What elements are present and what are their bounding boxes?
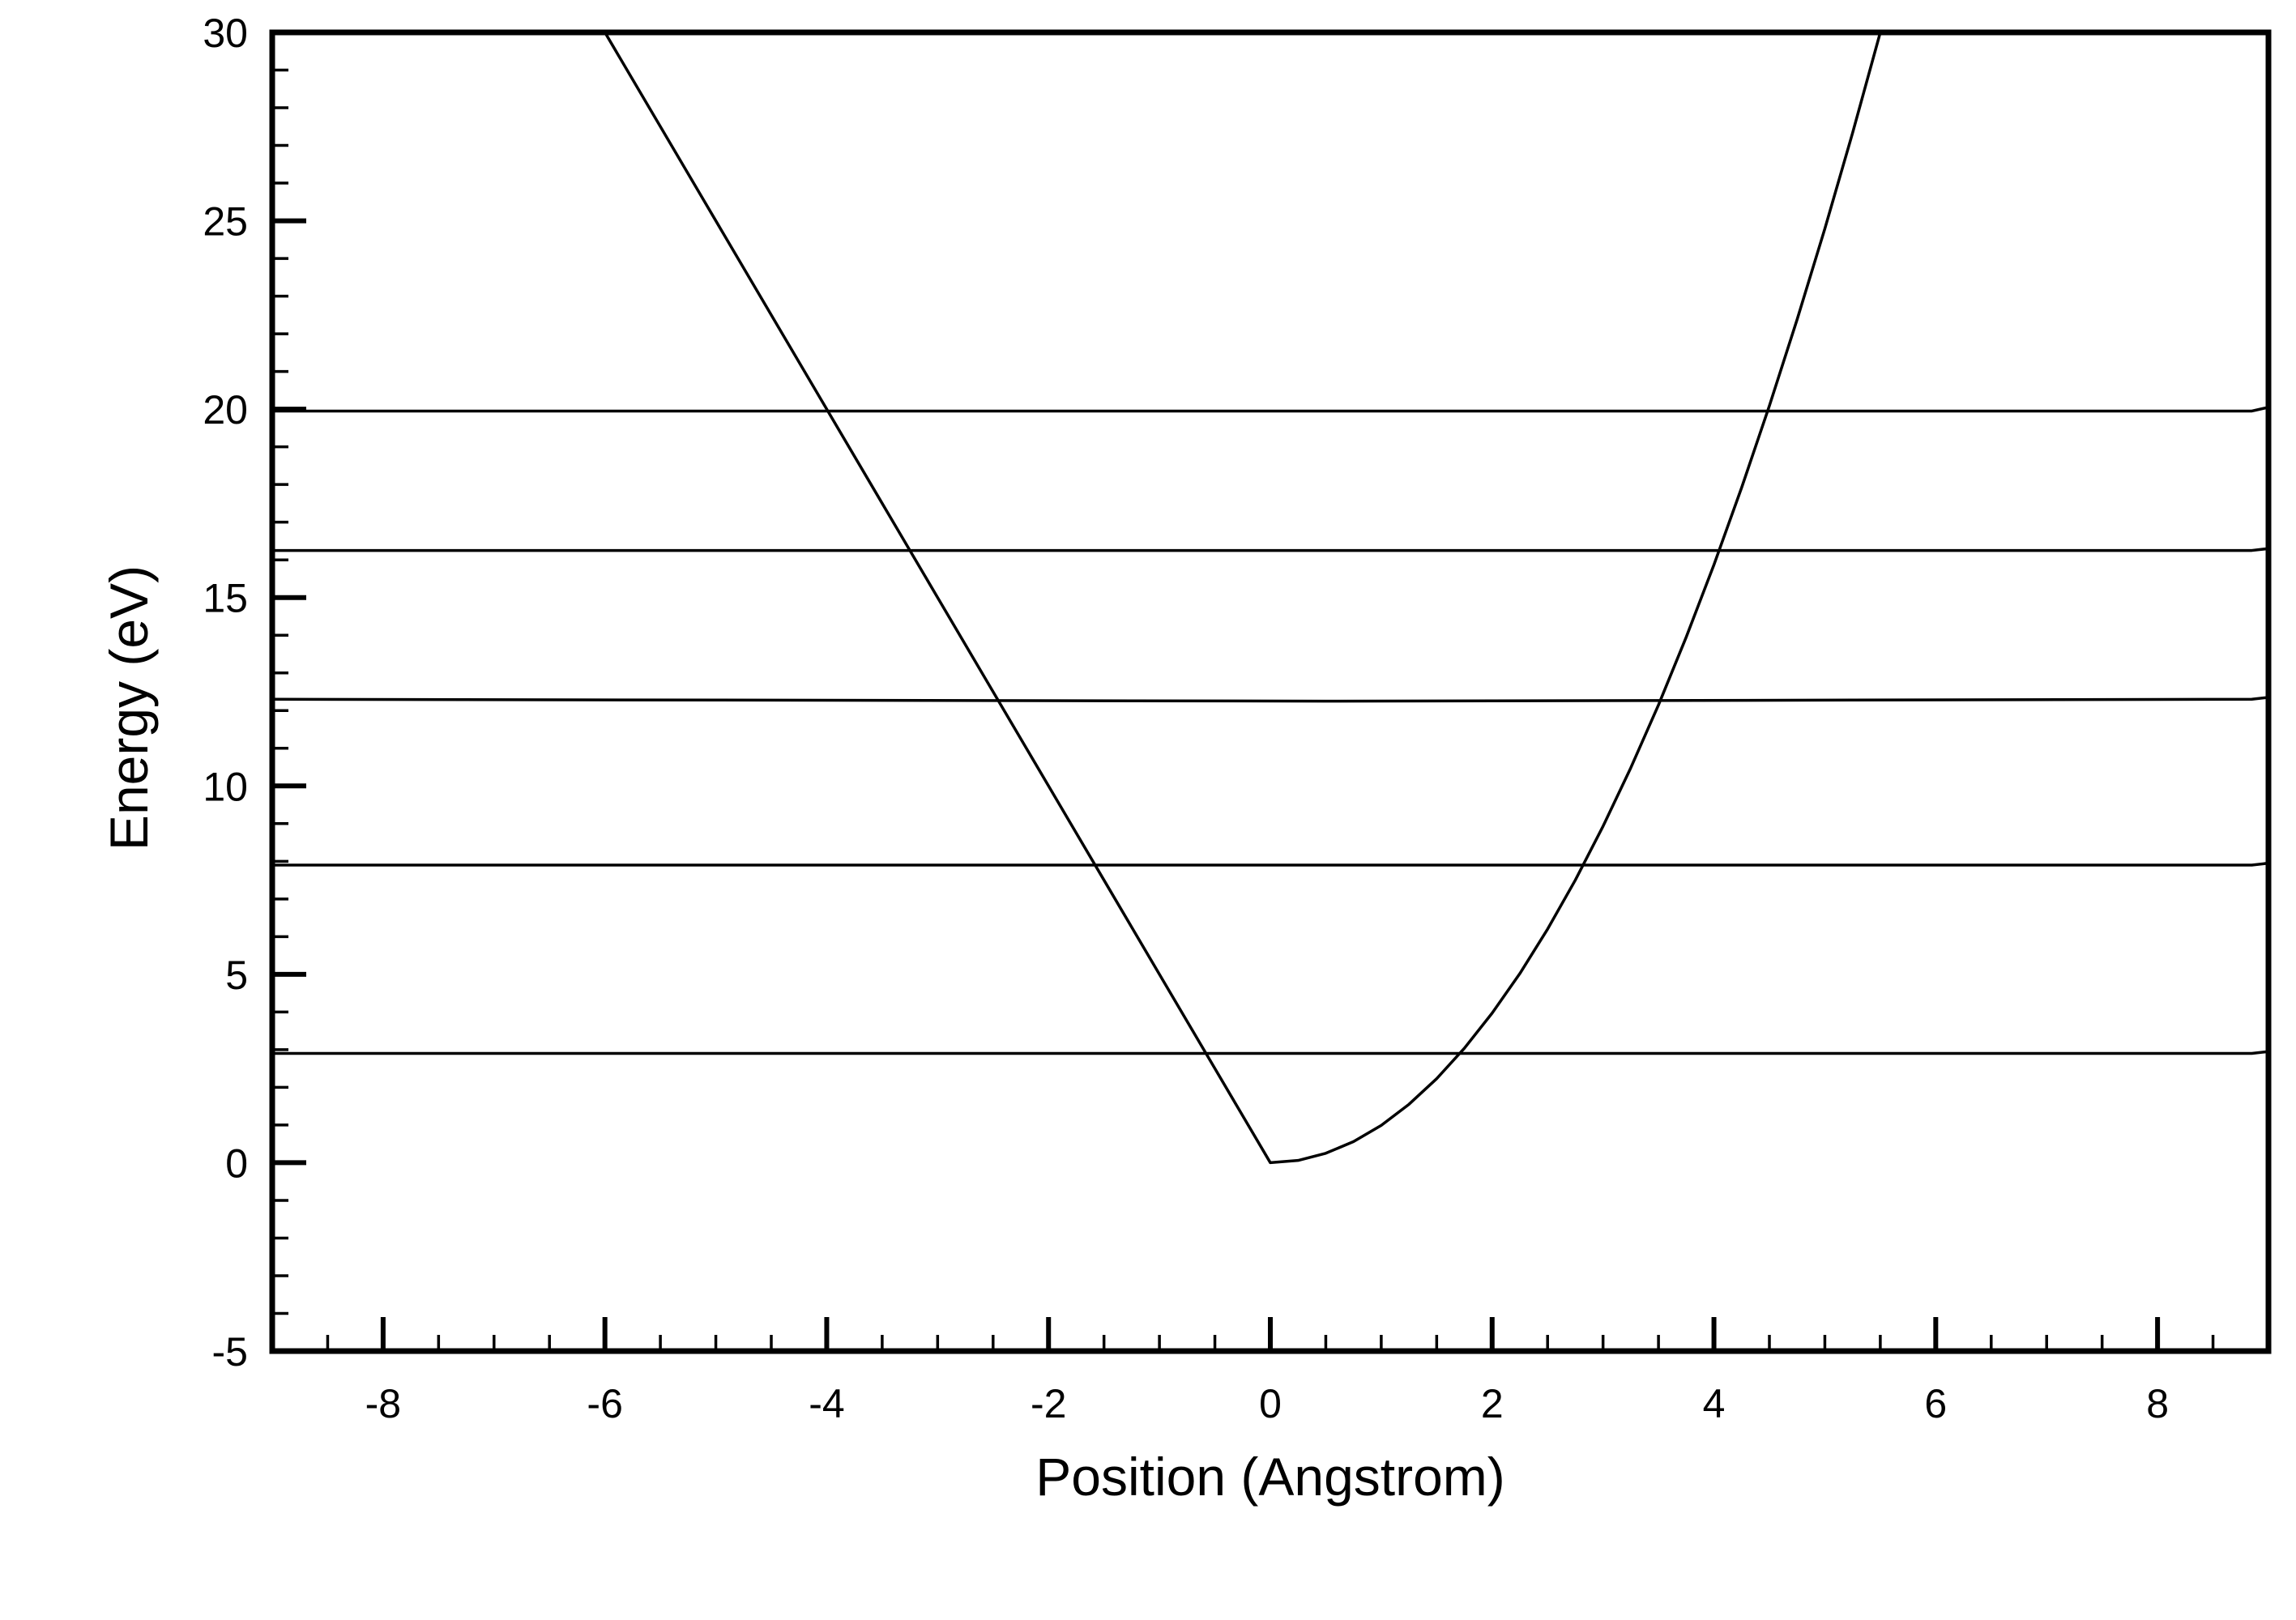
energy-level-line-5 bbox=[272, 406, 2269, 413]
y-tick-label: 15 bbox=[203, 576, 248, 621]
y-tick-label: 10 bbox=[203, 764, 248, 809]
tick-labels-group: -8 -6 -4 -2 0 2 4 6 8 -5 0 5 10 15 20 25 30 bbox=[203, 11, 2169, 1426]
x-tick-label: 4 bbox=[1703, 1381, 1726, 1426]
x-tick-label: 0 bbox=[1259, 1381, 1282, 1426]
y-tick-label: 0 bbox=[225, 1140, 248, 1186]
potential-curve bbox=[604, 32, 1882, 1165]
y-tick-label: 25 bbox=[203, 199, 248, 245]
x-axis-title: Position (Angstrom) bbox=[1035, 1447, 1505, 1507]
y-tick-label: -5 bbox=[212, 1329, 248, 1375]
y-tick-label: 5 bbox=[225, 953, 248, 998]
x-tick-label: 2 bbox=[1481, 1381, 1504, 1426]
plot-series-group bbox=[271, 32, 2269, 1165]
x-tick-label: -4 bbox=[809, 1381, 844, 1426]
x-tick-label: -8 bbox=[365, 1381, 401, 1426]
energy-level-line-2 bbox=[272, 861, 2269, 867]
x-tick-label: 8 bbox=[2146, 1381, 2169, 1426]
y-axis-title: Energy (eV) bbox=[99, 565, 159, 850]
energy-level-line-3 bbox=[271, 696, 2269, 703]
y-tick-label: 30 bbox=[203, 11, 248, 56]
x-tick-label: 6 bbox=[1924, 1381, 1947, 1426]
x-tick-label: -6 bbox=[587, 1381, 622, 1426]
x-tick-label: -2 bbox=[1031, 1381, 1066, 1426]
plot-frame bbox=[269, 29, 2272, 1354]
axis-ticks-group bbox=[271, 30, 2270, 1354]
y-tick-label: 20 bbox=[203, 387, 248, 433]
energy-level-line-4 bbox=[272, 547, 2269, 552]
energy-level-line-1 bbox=[272, 1050, 2269, 1055]
